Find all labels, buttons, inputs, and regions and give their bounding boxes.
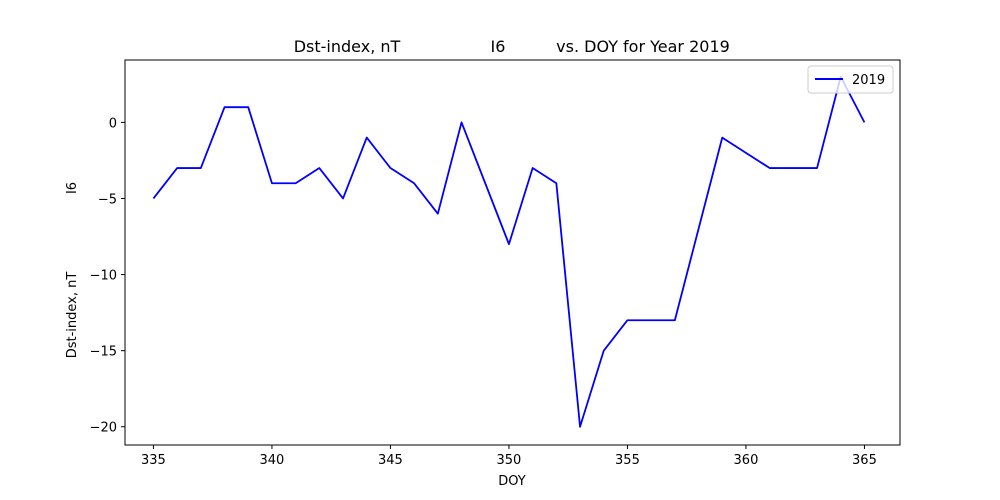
- title-part-station: I6: [491, 37, 506, 56]
- x-tick-label: 350: [497, 453, 522, 468]
- y-tick-label: −15: [90, 345, 117, 360]
- series-layer: [152, 75, 866, 428]
- y-axis-label-outer: Dst-index, nT: [65, 272, 80, 359]
- x-tick-label: 360: [734, 453, 759, 468]
- legend: 2019: [807, 65, 894, 94]
- y-tick-label: −20: [90, 421, 117, 436]
- x-tick-label: 355: [615, 453, 640, 468]
- plot-frame: [124, 59, 901, 446]
- plot-area: [124, 59, 901, 446]
- y-tick-label: 0: [109, 116, 117, 131]
- x-tick-label: 365: [852, 453, 877, 468]
- x-axis-label: DOY: [498, 474, 526, 489]
- y-axis-label-inner: I6: [65, 182, 80, 194]
- y-axis: 0 −5 −10 −15 −20: [90, 116, 125, 436]
- title-part-variable: Dst-index, nT: [294, 37, 401, 56]
- y-tick-label: −5: [98, 192, 117, 207]
- series-line: [152, 75, 866, 428]
- x-tick-label: 345: [378, 453, 403, 468]
- legend-box: [807, 65, 894, 94]
- x-tick-label: 335: [141, 453, 166, 468]
- x-axis: 335 340 345 350 355 360 365: [141, 445, 877, 468]
- y-tick-label: −10: [90, 269, 117, 284]
- legend-label: 2019: [852, 73, 885, 88]
- title-part-year: vs. DOY for Year 2019: [556, 37, 730, 56]
- x-tick-label: 340: [260, 453, 285, 468]
